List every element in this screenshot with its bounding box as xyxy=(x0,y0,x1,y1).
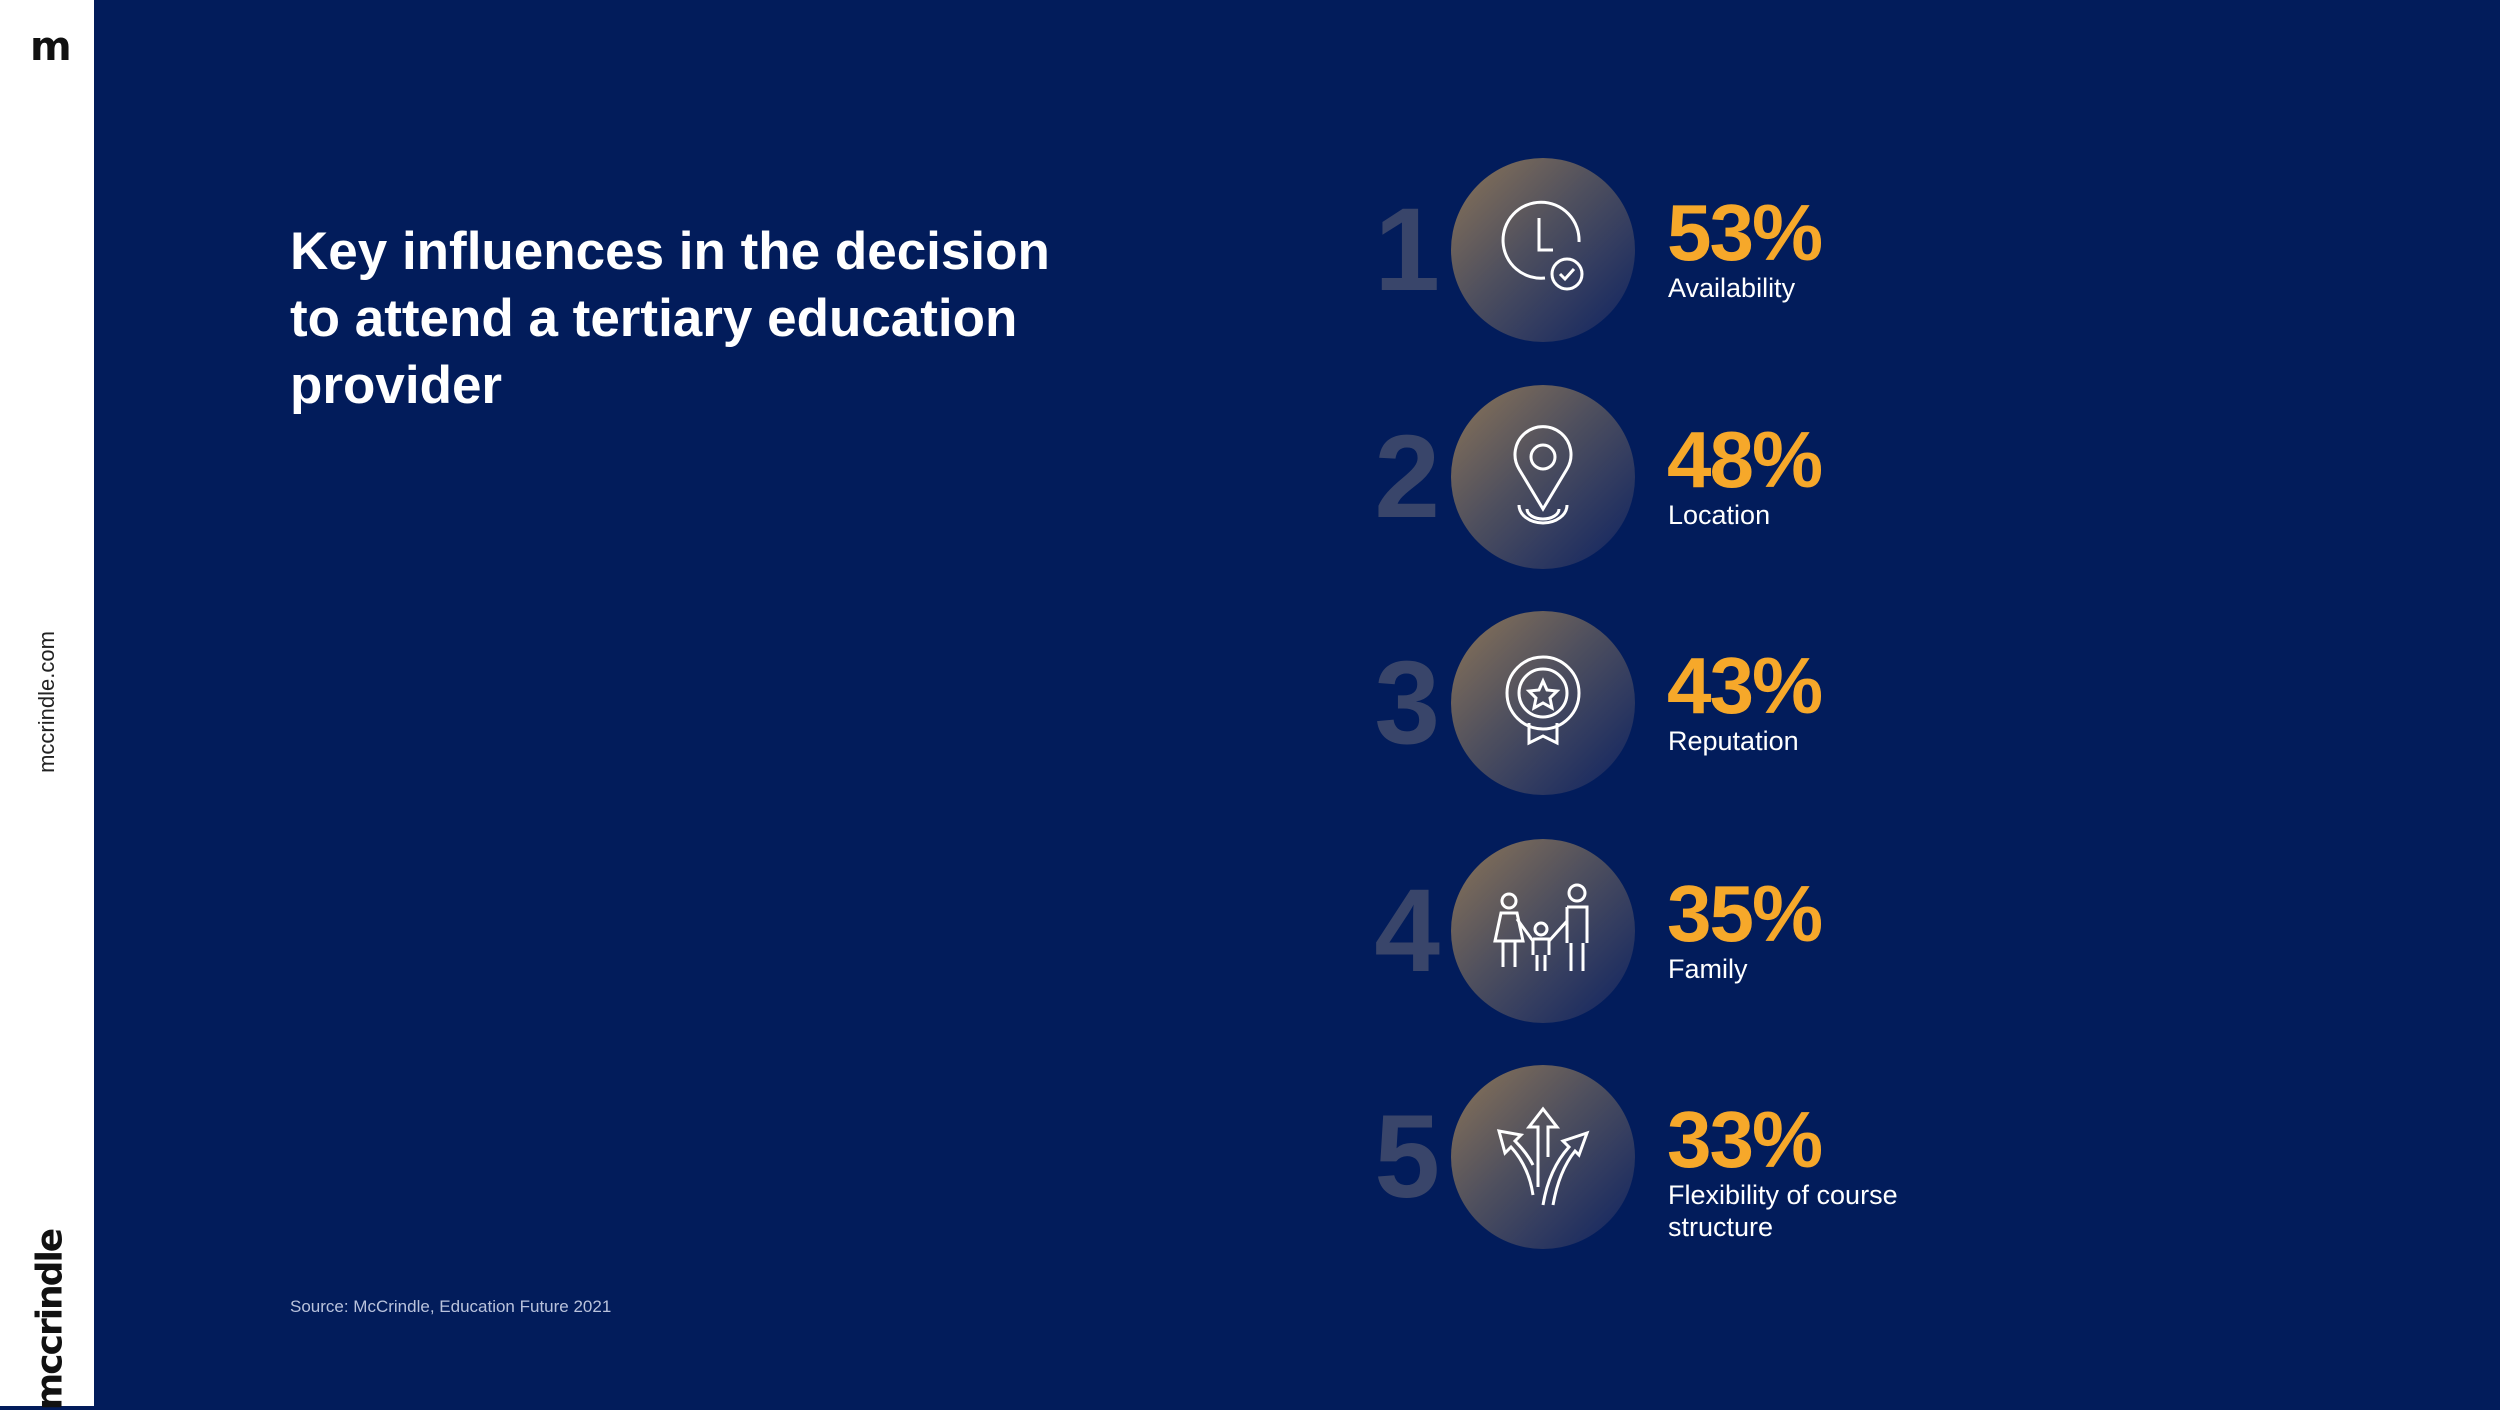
rank-number: 1 xyxy=(1374,184,1440,316)
icon-circle xyxy=(1451,158,1635,342)
source-note: Source: McCrindle, Education Future 2021 xyxy=(290,1297,612,1316)
icon-circle xyxy=(1451,1065,1635,1249)
influence-item: 3 43% Reputation xyxy=(1340,608,2040,798)
influence-item: 1 53% Availability xyxy=(1340,155,2040,345)
page-title: Key influences in the decision to attend… xyxy=(290,222,1050,415)
influence-label: Flexibility of course structure xyxy=(1668,1180,1898,1242)
brand-logo: mccrindle xyxy=(29,1229,71,1410)
icon-circle xyxy=(1451,839,1635,1023)
icon-circle xyxy=(1451,611,1635,795)
clock-check-icon xyxy=(1501,200,1584,291)
website-text: mccrindle.com xyxy=(34,631,59,773)
percent-value: 43% xyxy=(1667,641,1823,730)
percent-value: 48% xyxy=(1667,415,1823,504)
percent-value: 53% xyxy=(1667,188,1823,277)
rank-number: 5 xyxy=(1374,1091,1440,1223)
percent-value: 33% xyxy=(1667,1095,1823,1184)
location-pin-icon xyxy=(1513,425,1573,525)
logo-mark: m xyxy=(30,24,72,70)
influence-label: Location xyxy=(1668,500,1771,530)
diverging-arrows-icon xyxy=(1496,1106,1590,1206)
influence-item: 2 48% Location xyxy=(1340,382,2040,572)
influence-item: 4 35% Family xyxy=(1340,836,2040,1026)
award-badge-icon xyxy=(1505,655,1581,746)
family-icon xyxy=(1493,883,1589,971)
rank-number: 3 xyxy=(1374,637,1440,769)
influence-label: Family xyxy=(1668,954,1748,984)
rank-number: 2 xyxy=(1374,411,1440,543)
percent-value: 35% xyxy=(1667,869,1823,958)
icon-circle xyxy=(1451,385,1635,569)
rank-number: 4 xyxy=(1374,865,1440,997)
influence-label: Availability xyxy=(1668,273,1796,303)
influence-label: Reputation xyxy=(1668,726,1799,756)
sidebar: m mccrindle.com mccrindle xyxy=(0,0,94,1410)
influence-item: 5 33% Flexibility of course structure xyxy=(1340,1062,2040,1252)
